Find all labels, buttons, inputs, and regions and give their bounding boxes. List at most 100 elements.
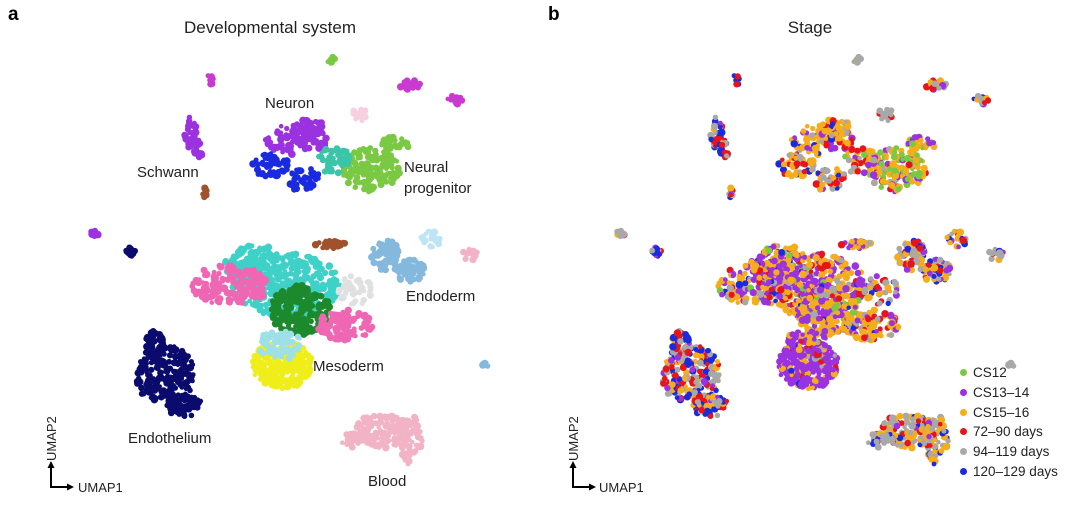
xlabel-a: UMAP1 [78, 480, 123, 495]
umap-point-a [210, 273, 217, 280]
umap-point-b [709, 386, 715, 392]
umap-point-a [419, 438, 425, 444]
umap-point-b [859, 145, 867, 153]
umap-point-a [384, 416, 390, 422]
umap-point-b [786, 152, 792, 158]
umap-point-a [352, 160, 359, 167]
umap-point-a [340, 239, 347, 246]
umap-point-b [823, 364, 831, 372]
umap-point-b [799, 304, 807, 312]
umap-point-a [367, 289, 372, 295]
umap-point-b [875, 291, 881, 297]
umap-point-b [844, 129, 850, 135]
umap-point-a [308, 166, 314, 172]
umap-point-a [348, 316, 355, 323]
umap-point-b [698, 406, 705, 414]
umap-point-a [303, 293, 309, 299]
umap-point-a [224, 276, 232, 284]
umap-point-b [806, 334, 814, 341]
umap-point-a [415, 428, 421, 434]
umap-point-a [170, 359, 178, 367]
umap-point-a [276, 254, 281, 260]
umap-point-a [157, 384, 162, 389]
umap-point-b [804, 313, 811, 320]
umap-point-b [802, 254, 807, 260]
umap-point-a [189, 394, 194, 400]
umap-point-a [430, 244, 435, 250]
umap-point-a [323, 137, 328, 142]
umap-point-b [697, 368, 703, 375]
umap-point-a [148, 366, 155, 373]
umap-point-a [406, 449, 411, 455]
umap-point-b [802, 265, 808, 271]
umap-point-a [328, 168, 335, 175]
umap-point-a [270, 361, 278, 369]
umap-point-b [666, 390, 673, 397]
umap-point-a [378, 419, 385, 426]
umap-point-a [334, 169, 342, 177]
umap-point-a [171, 344, 177, 349]
umap-point-a [142, 357, 149, 364]
umap-point-b [937, 256, 944, 263]
umap-point-a [251, 352, 258, 360]
umap-point-a [389, 164, 395, 171]
umap-point-b [834, 166, 840, 172]
umap-point-a [282, 269, 288, 275]
umap-point-b [798, 263, 803, 268]
umap-point-b [718, 120, 723, 126]
umap-point-b [800, 128, 807, 134]
umap-point-b [829, 133, 835, 139]
umap-point-a [134, 380, 141, 387]
umap-point-a [298, 127, 306, 135]
umap-point-b [757, 267, 764, 274]
umap-point-b [854, 147, 861, 154]
label-schwann: Schwann [137, 164, 199, 181]
umap-point-b [795, 346, 803, 354]
umap-point-a [251, 279, 257, 285]
umap-point-a [383, 178, 390, 185]
umap-point-b [822, 355, 828, 362]
umap-point-b [955, 233, 961, 239]
umap-point-a [369, 324, 375, 331]
umap-point-a [410, 440, 415, 445]
umap-point-b [760, 261, 766, 267]
umap-point-b [799, 339, 804, 344]
umap-point-a [216, 270, 222, 277]
umap-point-b [867, 285, 873, 291]
umap-point-a [293, 181, 300, 188]
umap-point-a [312, 176, 319, 183]
umap-point-b [660, 380, 667, 387]
umap-point-b [819, 363, 825, 369]
umap-point-a [179, 361, 184, 367]
umap-point-b [823, 309, 830, 316]
umap-point-a [377, 266, 385, 273]
umap-point-a [266, 135, 272, 140]
umap-point-a [318, 129, 324, 135]
umap-point-a [187, 387, 193, 394]
umap-point-a [286, 361, 294, 369]
umap-point-a [365, 278, 372, 286]
umap-point-b [783, 376, 790, 382]
panel-b: b Stage UMAP1 UMAP2 CS12 CS13–14 CS15–16 72… [540, 0, 1080, 505]
umap-point-a [275, 352, 281, 358]
umap-point-a [411, 421, 417, 427]
umap-point-a [288, 151, 293, 156]
umap-point-a [185, 122, 193, 130]
umap-point-b [854, 269, 862, 277]
umap-point-b [848, 292, 857, 300]
umap-point-a [451, 95, 458, 101]
umap-point-a [202, 291, 209, 298]
umap-point-a [191, 128, 200, 137]
umap-point-b [794, 265, 800, 271]
umap-point-a [284, 311, 293, 319]
umap-point-a [344, 332, 352, 340]
umap-point-a [291, 369, 296, 374]
umap-point-b [823, 376, 829, 382]
umap-point-a [362, 112, 368, 118]
umap-point-b [701, 373, 706, 378]
umap-point-b [910, 171, 916, 177]
umap-point-b [783, 295, 788, 301]
umap-point-a [136, 365, 144, 373]
umap-point-a [306, 266, 311, 271]
umap-point-a [329, 245, 335, 250]
